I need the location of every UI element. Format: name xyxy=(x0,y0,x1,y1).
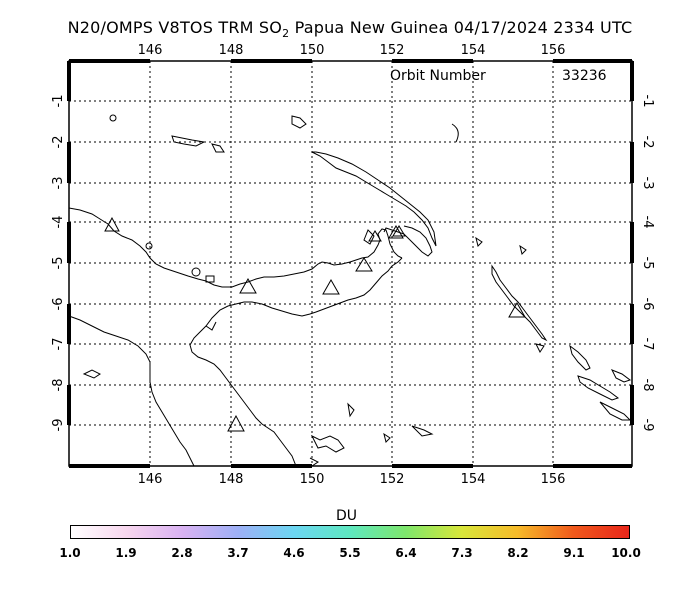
lon-label: 148 xyxy=(219,43,244,58)
lon-label: 148 xyxy=(219,472,244,487)
island xyxy=(171,135,206,147)
island xyxy=(109,114,117,122)
solomon-islands-4 xyxy=(610,369,632,383)
latitude-labels-left: -1 -2 -3 -4 -5 -6 -7 -8 -9 xyxy=(51,95,66,432)
island xyxy=(347,402,355,418)
lat-label: -2 xyxy=(51,136,66,149)
island xyxy=(411,425,434,437)
island xyxy=(309,457,319,467)
colorbar-tick: 3.7 xyxy=(227,546,249,560)
lon-label: 146 xyxy=(138,43,163,58)
volcano-marker xyxy=(239,277,257,294)
colorbar-unit-label: DU xyxy=(336,508,358,524)
frame-axis-bars xyxy=(67,59,634,468)
island xyxy=(82,369,101,379)
volcano-marker xyxy=(355,257,373,272)
volcano-markers xyxy=(104,216,526,432)
lat-label: -1 xyxy=(640,95,655,108)
papuan-peninsula-south-coast xyxy=(189,257,403,467)
longitude-labels-top: 146 148 150 152 154 156 xyxy=(138,43,566,58)
colorbar-tick: 1.9 xyxy=(115,546,137,560)
island xyxy=(145,242,153,250)
colorbar-tick: 8.2 xyxy=(507,546,529,560)
volcano-marker xyxy=(388,225,404,239)
volcano-marker xyxy=(104,216,120,232)
lat-label: -5 xyxy=(640,257,655,270)
island xyxy=(475,236,483,247)
new-guinea-west-south-coast xyxy=(68,315,195,467)
solomon-islands-1 xyxy=(569,344,591,371)
title-subscript: 2 xyxy=(282,27,290,41)
lat-label: -6 xyxy=(640,298,655,311)
volcano-marker xyxy=(227,414,245,432)
lat-label: -7 xyxy=(51,338,66,351)
bougainville xyxy=(491,264,548,342)
new-britain xyxy=(383,225,433,257)
new-britain-west xyxy=(363,229,375,245)
colorbar xyxy=(70,525,630,539)
volcano-marker xyxy=(392,225,406,237)
colorbar-tick: 1.0 xyxy=(59,546,81,560)
lat-label: -8 xyxy=(51,379,66,392)
graticule xyxy=(69,61,632,466)
island xyxy=(535,343,545,353)
island xyxy=(383,432,391,443)
lon-label: 152 xyxy=(380,472,405,487)
colorbar-tick: 5.5 xyxy=(339,546,361,560)
lon-label: 156 xyxy=(541,472,566,487)
map-title: N20/OMPS V8TOS TRM SO2 Papua New Guinea … xyxy=(0,18,700,40)
orbit-number-label: Orbit Number xyxy=(390,68,486,84)
coast-islet xyxy=(205,321,217,331)
island xyxy=(451,123,459,143)
lat-label: -7 xyxy=(640,338,655,351)
lon-label: 156 xyxy=(541,43,566,58)
longitude-labels-bottom: 146 148 150 152 154 156 xyxy=(138,472,566,487)
lat-label: -3 xyxy=(51,177,66,190)
volcano-marker xyxy=(368,230,382,242)
coastlines xyxy=(68,114,632,467)
lon-label: 150 xyxy=(300,43,325,58)
colorbar-tick: 9.1 xyxy=(563,546,585,560)
solomon-islands-3 xyxy=(599,401,632,421)
lat-label: -8 xyxy=(640,379,655,392)
colorbar-tick: 10.0 xyxy=(611,546,641,560)
island xyxy=(191,267,201,277)
lat-label: -3 xyxy=(640,177,655,190)
lat-label: -2 xyxy=(640,136,655,149)
lon-label: 154 xyxy=(461,472,486,487)
island xyxy=(205,275,215,283)
lat-label: -4 xyxy=(51,216,66,229)
solomon-islands-2 xyxy=(577,375,620,401)
lat-label: -9 xyxy=(51,419,66,432)
lon-label: 152 xyxy=(380,43,405,58)
island xyxy=(291,115,307,129)
lat-label: -9 xyxy=(640,419,655,432)
lat-label: -5 xyxy=(51,257,66,270)
lon-label: 154 xyxy=(461,43,486,58)
lon-label: 150 xyxy=(300,472,325,487)
island xyxy=(310,434,345,453)
new-ireland xyxy=(311,151,437,247)
latitude-labels-right: -1 -2 -3 -4 -5 -6 -7 -8 -9 xyxy=(640,95,655,432)
orbit-number-value: 33236 xyxy=(562,68,607,84)
title-suffix: Papua New Guinea 04/17/2024 2334 UTC xyxy=(289,18,633,37)
lat-label: -6 xyxy=(51,298,66,311)
colorbar-tick: 4.6 xyxy=(283,546,305,560)
new-guinea-north-coast xyxy=(68,207,403,288)
colorbar-tick: 2.8 xyxy=(171,546,193,560)
island xyxy=(211,143,225,153)
volcano-marker xyxy=(508,301,526,318)
colorbar-tick: 6.4 xyxy=(395,546,417,560)
title-prefix: N20/OMPS V8TOS TRM SO xyxy=(67,18,283,37)
lat-label: -4 xyxy=(640,216,655,229)
island xyxy=(519,244,527,255)
lat-label: -1 xyxy=(51,95,66,108)
colorbar-tick: 7.3 xyxy=(451,546,473,560)
volcano-marker xyxy=(322,278,340,295)
lon-label: 146 xyxy=(138,472,163,487)
